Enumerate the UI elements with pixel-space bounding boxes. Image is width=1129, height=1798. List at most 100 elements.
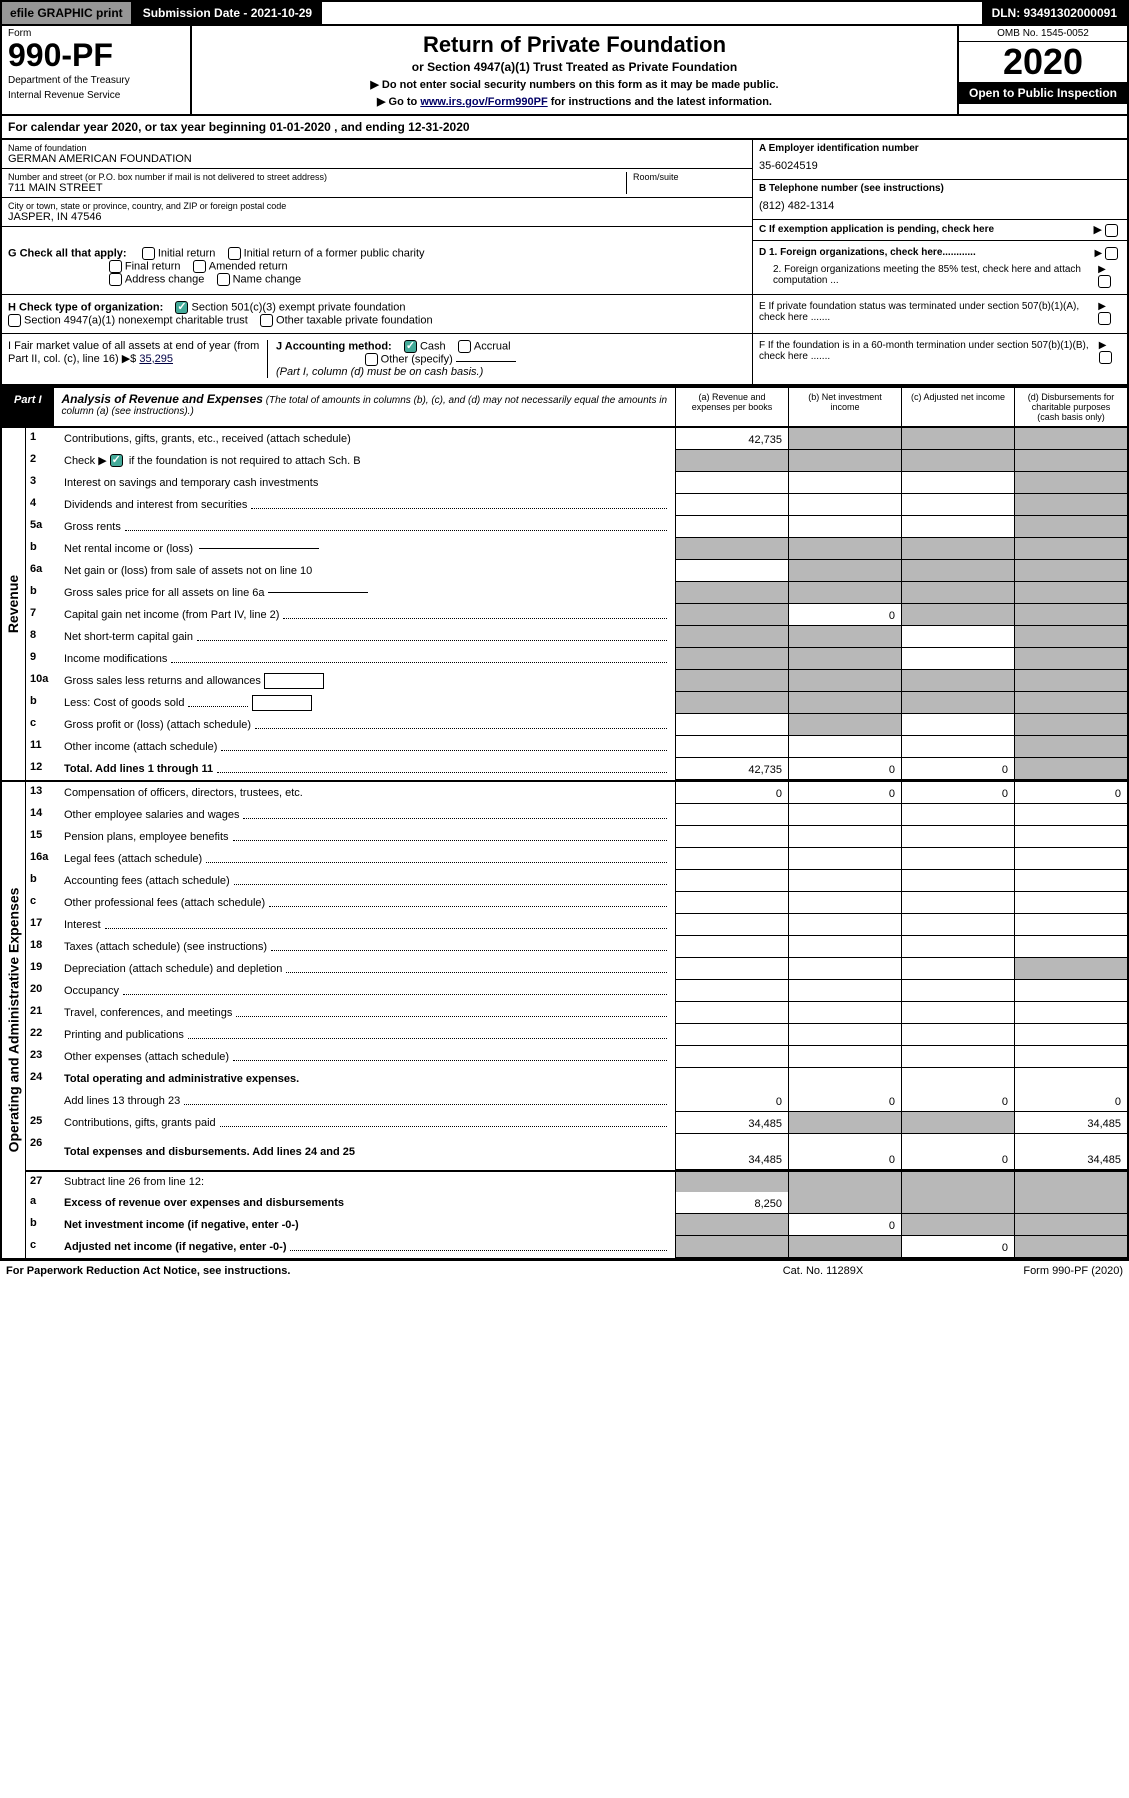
open-public: Open to Public Inspection xyxy=(959,82,1127,104)
note-post: for instructions and the latest informat… xyxy=(551,96,772,108)
h-other-cb[interactable] xyxy=(260,314,273,327)
row-5b: bNet rental income or (loss) xyxy=(26,538,1127,560)
other-specify-line[interactable] xyxy=(456,361,516,362)
expense-rows: 13Compensation of officers, directors, t… xyxy=(26,782,1127,1258)
d1-checkbox[interactable] xyxy=(1105,247,1118,260)
d2-label: 2. Foreign organizations meeting the 85%… xyxy=(759,264,1098,288)
row-15: 15Pension plans, employee benefits xyxy=(26,826,1127,848)
note-pre: ▶ Go to xyxy=(377,96,420,108)
i-label: I Fair market value of all assets at end… xyxy=(8,340,259,365)
d1-label: D 1. Foreign organizations, check here..… xyxy=(759,247,976,258)
row-11: 11Other income (attach schedule) xyxy=(26,736,1127,758)
revenue-section: Revenue 1Contributions, gifts, grants, e… xyxy=(0,428,1129,782)
row-23: 23Other expenses (attach schedule) xyxy=(26,1046,1127,1068)
h-check-row: H Check type of organization: Section 50… xyxy=(0,295,1129,334)
fmv-link[interactable]: 35,295 xyxy=(139,353,173,365)
phone-label: B Telephone number (see instructions) xyxy=(759,183,1121,194)
c-checkbox[interactable] xyxy=(1105,224,1118,237)
form-subtitle: or Section 4947(a)(1) Trust Treated as P… xyxy=(212,60,937,74)
j-other: Other (specify) xyxy=(381,353,453,365)
efile-print-button[interactable]: efile GRAPHIC print xyxy=(2,2,133,24)
col-d-head: (d) Disbursements for charitable purpose… xyxy=(1014,388,1127,426)
row-20: 20Occupancy xyxy=(26,980,1127,1002)
c-label: C If exemption application is pending, c… xyxy=(759,224,994,235)
header-left: Form 990-PF Department of the Treasury I… xyxy=(2,26,192,114)
row-1: 1Contributions, gifts, grants, etc., rec… xyxy=(26,428,1127,450)
submission-date: Submission Date - 2021-10-29 xyxy=(133,2,322,24)
row-10b: bLess: Cost of goods sold xyxy=(26,692,1127,714)
h-501c3-cb[interactable] xyxy=(175,301,188,314)
expenses-side-label: Operating and Administrative Expenses xyxy=(2,782,26,1258)
f-label: F If the foundation is in a 60-month ter… xyxy=(759,340,1099,364)
c-pending-cell: C If exemption application is pending, c… xyxy=(753,220,1127,241)
cash-cb[interactable] xyxy=(404,340,417,353)
form-ref: Form 990-PF (2020) xyxy=(923,1265,1123,1277)
e-checkbox[interactable] xyxy=(1098,312,1111,325)
f-checkbox[interactable] xyxy=(1099,351,1112,364)
col-a-head: (a) Revenue and expenses per books xyxy=(675,388,788,426)
row-24: 24Total operating and administrative exp… xyxy=(26,1068,1127,1090)
footer: For Paperwork Reduction Act Notice, see … xyxy=(0,1260,1129,1281)
j-note: (Part I, column (d) must be on cash basi… xyxy=(276,366,483,378)
irs-label: Internal Revenue Service xyxy=(8,90,184,101)
amended-return-cb[interactable] xyxy=(193,260,206,273)
ij-left: I Fair market value of all assets at end… xyxy=(2,334,752,384)
h-4947-cb[interactable] xyxy=(8,314,21,327)
h-other: Other taxable private foundation xyxy=(276,314,433,326)
part1-badge: Part I xyxy=(2,388,54,426)
dept-treasury: Department of the Treasury xyxy=(8,75,184,86)
initial-former-cb[interactable] xyxy=(228,247,241,260)
f-right: F If the foundation is in a 60-month ter… xyxy=(752,334,1127,384)
ein-cell: A Employer identification number 35-6024… xyxy=(753,140,1127,180)
r1-a: 42,735 xyxy=(675,428,788,450)
row-16a: 16aLegal fees (attach schedule) xyxy=(26,848,1127,870)
form990pf-link[interactable]: www.irs.gov/Form990PF xyxy=(420,96,547,108)
info-left: Name of foundation GERMAN AMERICAN FOUND… xyxy=(2,140,752,241)
h-501c3: Section 501(c)(3) exempt private foundat… xyxy=(191,301,405,313)
row-27b: bNet investment income (if negative, ent… xyxy=(26,1214,1127,1236)
entity-info: Name of foundation GERMAN AMERICAN FOUND… xyxy=(0,140,1129,241)
g-initial-former: Initial return of a former public charit… xyxy=(244,247,425,259)
g-label: G Check all that apply: xyxy=(8,247,127,259)
phone-value: (812) 482-1314 xyxy=(759,200,1121,212)
foundation-name: GERMAN AMERICAN FOUNDATION xyxy=(8,153,746,165)
row-5a: 5aGross rents xyxy=(26,516,1127,538)
ein-label: A Employer identification number xyxy=(759,143,1121,154)
city-cell: City or town, state or province, country… xyxy=(2,198,752,227)
address-change-cb[interactable] xyxy=(109,273,122,286)
note-link: ▶ Go to www.irs.gov/Form990PF for instru… xyxy=(212,95,937,108)
foundation-name-cell: Name of foundation GERMAN AMERICAN FOUND… xyxy=(2,140,752,169)
other-method-cb[interactable] xyxy=(365,353,378,366)
col-c-head: (c) Adjusted net income xyxy=(901,388,1014,426)
ein-value: 35-6024519 xyxy=(759,160,1121,172)
row-9: 9Income modifications xyxy=(26,648,1127,670)
row-26: 26Total expenses and disbursements. Add … xyxy=(26,1134,1127,1170)
g-check-row: G Check all that apply: Initial return I… xyxy=(0,241,1129,295)
row-6a: 6aNet gain or (loss) from sale of assets… xyxy=(26,560,1127,582)
expenses-section: Operating and Administrative Expenses 13… xyxy=(0,782,1129,1260)
row-2: 2Check ▶ if the foundation is not requir… xyxy=(26,450,1127,472)
final-return-cb[interactable] xyxy=(109,260,122,273)
header-center: Return of Private Foundation or Section … xyxy=(192,26,957,114)
row-21: 21Travel, conferences, and meetings xyxy=(26,1002,1127,1024)
addr-label: Number and street (or P.O. box number if… xyxy=(8,172,626,182)
name-change-cb[interactable] xyxy=(217,273,230,286)
name-label: Name of foundation xyxy=(8,143,746,153)
h-label: H Check type of organization: xyxy=(8,301,163,313)
j-accrual: Accrual xyxy=(474,340,511,352)
row-25: 25Contributions, gifts, grants paid34,48… xyxy=(26,1112,1127,1134)
row-27c: cAdjusted net income (if negative, enter… xyxy=(26,1236,1127,1258)
h-left: H Check type of organization: Section 50… xyxy=(2,295,752,333)
initial-return-cb[interactable] xyxy=(142,247,155,260)
g-amended: Amended return xyxy=(209,260,288,272)
accrual-cb[interactable] xyxy=(458,340,471,353)
schb-cb[interactable] xyxy=(110,454,123,467)
g-addr: Address change xyxy=(125,273,205,285)
row-13: 13Compensation of officers, directors, t… xyxy=(26,782,1127,804)
row-6b: bGross sales price for all assets on lin… xyxy=(26,582,1127,604)
omb-number: OMB No. 1545-0052 xyxy=(959,26,1127,42)
j-label: J Accounting method: xyxy=(276,340,392,352)
topbar: efile GRAPHIC print Submission Date - 20… xyxy=(0,0,1129,26)
form-number: 990-PF xyxy=(8,39,184,71)
d2-checkbox[interactable] xyxy=(1098,275,1111,288)
